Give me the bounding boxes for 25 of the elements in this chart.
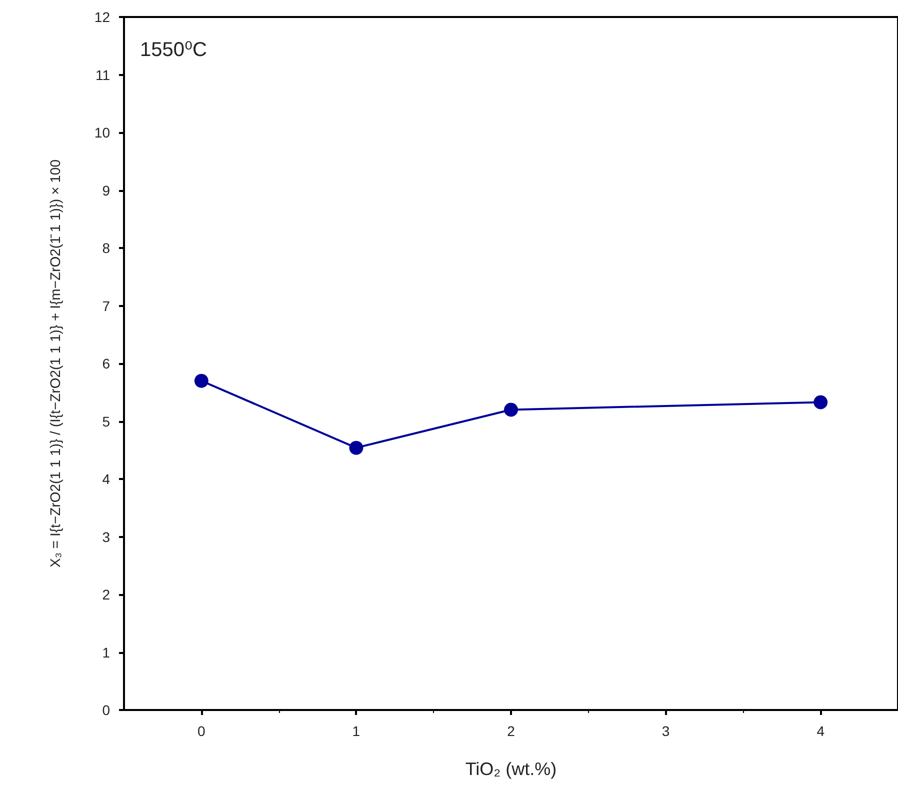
point xyxy=(349,440,364,455)
y-tick-label: 3 xyxy=(102,528,110,545)
x-tick-label: 2 xyxy=(507,723,516,739)
x-tick-label: 0 xyxy=(198,723,206,739)
y-tick-label: 8 xyxy=(102,240,110,256)
point xyxy=(194,374,208,388)
y-tick-label: 6 xyxy=(102,356,110,372)
y-tick-label: 10 xyxy=(94,124,110,140)
point xyxy=(504,402,518,417)
x-tick-label: 3 xyxy=(662,723,670,739)
y-tick-label: 11 xyxy=(95,66,110,83)
y-tick-label: 12 xyxy=(94,9,110,25)
y-tick-label: 1 xyxy=(102,644,110,660)
x-axis-title: TiO₂ (wt.%) xyxy=(465,759,557,779)
x-tick-label: 4 xyxy=(816,723,825,739)
annotation: 1550⁰C xyxy=(140,39,207,61)
x-tick-label: 1 xyxy=(352,723,360,739)
y-tick-label: 9 xyxy=(102,182,110,198)
y-tick-label: 0 xyxy=(102,702,110,718)
y-axis-title: X₃ = I{t−ZrO2(1 1 1)} / (I{t−ZrO2(1 1 1)} + I{m−ZrO2(1̄ 1 1)}) × 100 xyxy=(47,159,63,568)
y-tick-label: 2 xyxy=(102,586,110,602)
point xyxy=(814,395,828,410)
y-tick-label: 5 xyxy=(102,413,110,430)
y-tick-label: 7 xyxy=(102,298,110,314)
y-tick-label: 4 xyxy=(102,471,110,487)
